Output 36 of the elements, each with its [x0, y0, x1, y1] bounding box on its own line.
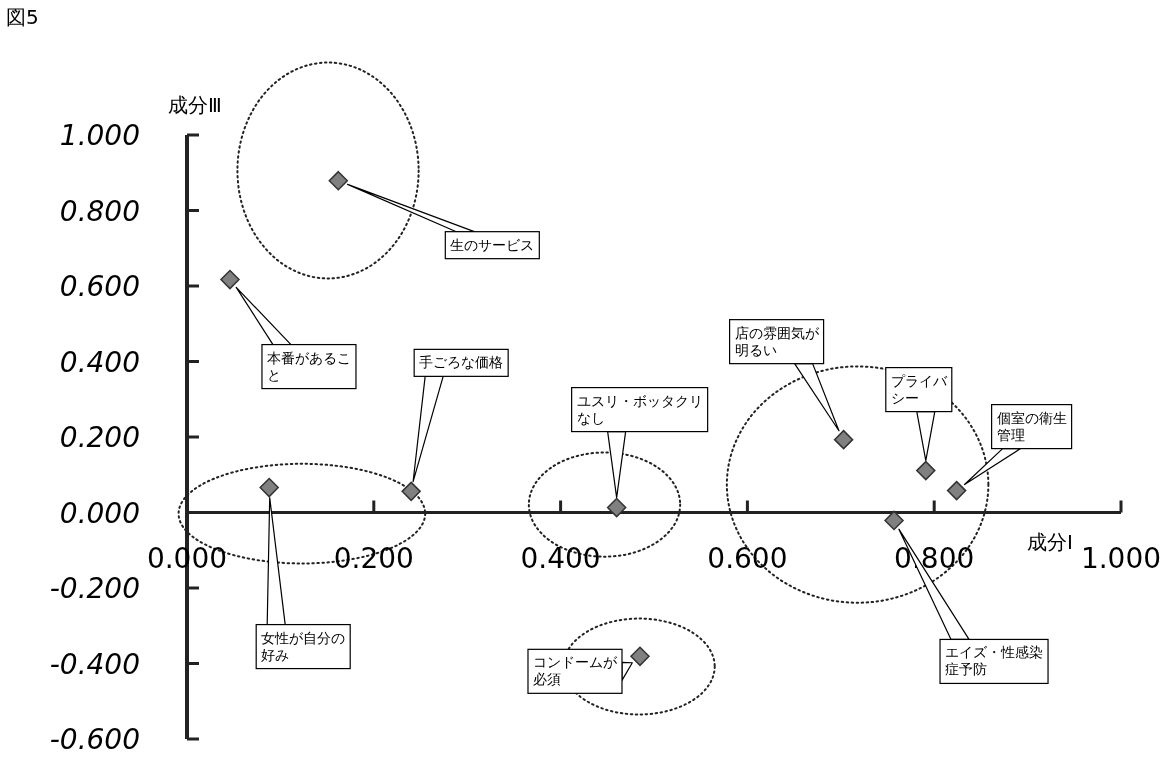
- annotation: 生のサービス: [450, 236, 535, 253]
- y-tick-label: 0.400: [59, 345, 140, 379]
- y-tick-label: -0.200: [49, 572, 140, 605]
- annotation: 女性が自分の好み: [261, 629, 346, 663]
- point: [833, 429, 854, 450]
- point: [884, 510, 904, 531]
- annotation: 本番があること: [266, 349, 351, 383]
- annotation: コンドームが必須: [532, 654, 618, 688]
- point: [259, 477, 279, 498]
- x-tick-label: 1.000: [1080, 541, 1162, 575]
- text: 図5: [6, 5, 39, 29]
- point: [606, 497, 627, 518]
- x-tick-label: 0.600: [707, 541, 788, 575]
- y-tick-label: -0.600: [49, 723, 140, 756]
- x-tick-label: 0.400: [520, 541, 601, 575]
- x-axis-title: 成分Ⅰ: [1027, 529, 1073, 554]
- annotation: ユスリ・ボッタクリなし: [576, 392, 703, 426]
- annotation: プライバシー: [890, 372, 948, 406]
- point: [916, 460, 936, 481]
- y-axis-title: 成分Ⅲ: [168, 93, 222, 117]
- point: [220, 269, 240, 290]
- annotation: エイズ・性感染症予防: [945, 644, 1044, 678]
- point: [328, 170, 349, 191]
- y-tick-label: 0.800: [59, 194, 140, 228]
- y-tick-label: 1.000: [59, 119, 140, 152]
- annotation: 個室の衛生管理: [996, 409, 1067, 443]
- x-tick-label: 0.200: [333, 541, 414, 575]
- y-tick-label: 0.600: [59, 270, 140, 303]
- point: [946, 480, 967, 501]
- point: [630, 646, 650, 667]
- y-tick-label: -0.400: [49, 647, 140, 681]
- y-tick-label: 0.200: [59, 421, 140, 454]
- y-tick-label: 0.000: [59, 496, 140, 530]
- annotation: 手ごろな価格: [419, 354, 504, 371]
- point: [401, 481, 421, 502]
- annotation: 店の雰囲気が明るい: [734, 324, 820, 358]
